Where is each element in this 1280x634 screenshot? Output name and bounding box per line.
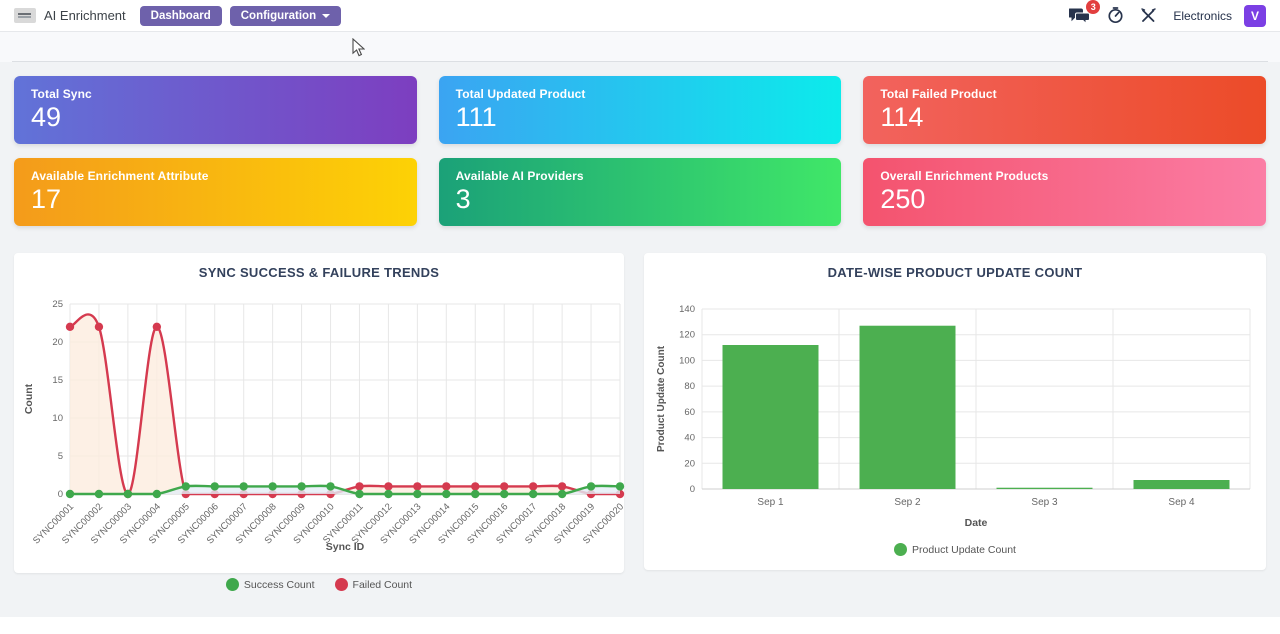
svg-text:100: 100 xyxy=(679,355,695,366)
svg-text:120: 120 xyxy=(679,330,695,341)
svg-text:25: 25 xyxy=(52,299,63,310)
stat-card-value: 49 xyxy=(31,102,62,132)
stat-card-total-sync: Total Sync 49 xyxy=(14,76,417,144)
svg-text:15: 15 xyxy=(52,375,63,386)
chat-bubbles-glyph xyxy=(1069,8,1091,24)
legend-dot xyxy=(225,578,239,591)
svg-text:40: 40 xyxy=(684,433,695,444)
stat-card-label: Total Sync xyxy=(31,87,92,101)
svg-text:80: 80 xyxy=(684,381,695,392)
stat-card-overall-enrichment-products: Overall Enrichment Products 250 xyxy=(863,158,1266,226)
secondary-bar xyxy=(0,32,1280,62)
bar-sep-4 xyxy=(1133,480,1230,489)
mouse-cursor xyxy=(352,38,365,57)
bar-chart-title: DATE-WISE PRODUCT UPDATE COUNT xyxy=(827,265,1083,280)
legend-label: Product Update Count xyxy=(912,543,1016,556)
svg-text:Product Update Count: Product Update Count xyxy=(656,345,667,452)
dashboard-content: Total Sync 49 Total Updated Product 111 … xyxy=(0,62,1280,617)
svg-text:Sync ID: Sync ID xyxy=(326,541,365,553)
stat-card-value: 3 xyxy=(455,184,471,214)
user-avatar[interactable]: V xyxy=(1244,4,1266,27)
stat-card-available-enrichment-attribute: Available Enrichment Attribute 17 xyxy=(14,158,417,226)
line-chart-panel: SYNC SUCCESS & FAILURE TRENDS 0 5 10 15 20 25… xyxy=(14,253,626,573)
legend-label: Failed Count xyxy=(352,578,413,591)
stat-card-total-failed-product: Total Failed Product 114 xyxy=(863,76,1266,144)
clock-glyph xyxy=(1108,7,1123,24)
svg-text:Sep 3: Sep 3 xyxy=(1031,497,1058,508)
nav-configuration-label: Configuration xyxy=(240,9,317,22)
svg-text:140: 140 xyxy=(679,304,695,315)
series-fill xyxy=(70,485,620,494)
nav-dashboard-button[interactable]: Dashboard xyxy=(139,5,222,26)
stat-card-label: Overall Enrichment Products xyxy=(880,169,1049,183)
svg-text:0: 0 xyxy=(690,484,695,495)
tools-glyph xyxy=(1141,8,1157,22)
stat-card-label: Total Failed Product xyxy=(880,87,997,101)
charts-row: SYNC SUCCESS & FAILURE TRENDS 0 5 10 15 20 25… xyxy=(14,253,1266,591)
svg-text:Sep 1: Sep 1 xyxy=(757,497,784,508)
clock-icon[interactable] xyxy=(1107,7,1124,24)
axis-ticks: 0510152025SYNC00001SYNC00002SYNC00003SYN… xyxy=(31,299,626,546)
stat-cards: Total Sync 49 Total Updated Product 111 … xyxy=(14,76,1266,226)
stat-card-total-updated-product: Total Updated Product 111 xyxy=(438,76,842,144)
svg-text:Sep 4: Sep 4 xyxy=(1168,497,1195,508)
tenant-name[interactable]: Electronics xyxy=(1173,8,1232,23)
svg-text:60: 60 xyxy=(684,407,695,418)
series-points-failed-count[interactable] xyxy=(65,322,625,499)
legend-item-success-count[interactable]: Success Count xyxy=(225,578,315,591)
legend-label: Success Count xyxy=(243,578,315,591)
svg-text:5: 5 xyxy=(58,451,63,462)
legend-item-failed-count[interactable]: Failed Count xyxy=(334,578,413,591)
svg-text:Sep 2: Sep 2 xyxy=(894,497,921,508)
svg-text:Date: Date xyxy=(965,517,988,529)
tools-icon[interactable] xyxy=(1140,7,1157,24)
series-points-success-count[interactable] xyxy=(65,482,625,499)
notification-badge: 3 xyxy=(1086,0,1101,14)
stat-card-value: 250 xyxy=(880,184,926,214)
stat-card-label: Available AI Providers xyxy=(455,169,584,183)
bars[interactable] xyxy=(722,325,1230,489)
line-chart-legend: Success Count Failed Count xyxy=(14,578,624,591)
stat-card-label: Available Enrichment Attribute xyxy=(31,169,209,183)
line-chart: 0510152025SYNC00001SYNC00002SYNC00003SYN… xyxy=(23,299,626,553)
chevron-down-icon xyxy=(322,13,331,18)
axis-ticks: 0 20 40 60 80 100 120 140 Sep 1 Sep 2 Sep 3 Sep 4 xyxy=(679,304,1195,508)
brand-title: AI Enrichment xyxy=(44,8,126,23)
bar-sep-1 xyxy=(722,345,819,489)
bar-chart-legend: Product Update Count xyxy=(650,541,1260,564)
legend-item-product-update-count[interactable]: Product Update Count xyxy=(894,543,1016,556)
svg-text:10: 10 xyxy=(52,413,63,424)
line-chart-title: SYNC SUCCESS & FAILURE TRENDS xyxy=(198,265,440,280)
svg-text:Count: Count xyxy=(23,383,35,414)
bar-sep-2 xyxy=(859,325,956,489)
bar-sep-3 xyxy=(996,487,1093,489)
legend-dot xyxy=(894,543,908,556)
svg-text:20: 20 xyxy=(52,337,63,348)
bar-chart-panel: DATE-WISE PRODUCT UPDATE COUNT 0 20 40 60 80… xyxy=(644,253,1266,570)
stat-card-value: 111 xyxy=(455,102,497,132)
bar-chart: 0 20 40 60 80 100 120 140 Sep 1 Sep 2 Sep 3 Sep 4 Da… xyxy=(656,304,1251,529)
svg-text:20: 20 xyxy=(684,458,695,469)
divider xyxy=(12,32,1268,62)
chat-icon[interactable]: 3 xyxy=(1069,0,1101,24)
stat-card-value: 17 xyxy=(31,184,62,214)
svg-text:0: 0 xyxy=(58,489,63,500)
top-navbar: AI Enrichment Dashboard Configuration 3 xyxy=(0,0,1280,32)
stat-card-label: Total Updated Product xyxy=(455,87,586,101)
brand-logo xyxy=(14,8,36,23)
nav-configuration-button[interactable]: Configuration xyxy=(229,5,342,26)
stat-card-available-ai-providers: Available AI Providers 3 xyxy=(438,158,842,226)
legend-dot xyxy=(334,578,348,591)
stat-card-value: 114 xyxy=(880,102,924,132)
